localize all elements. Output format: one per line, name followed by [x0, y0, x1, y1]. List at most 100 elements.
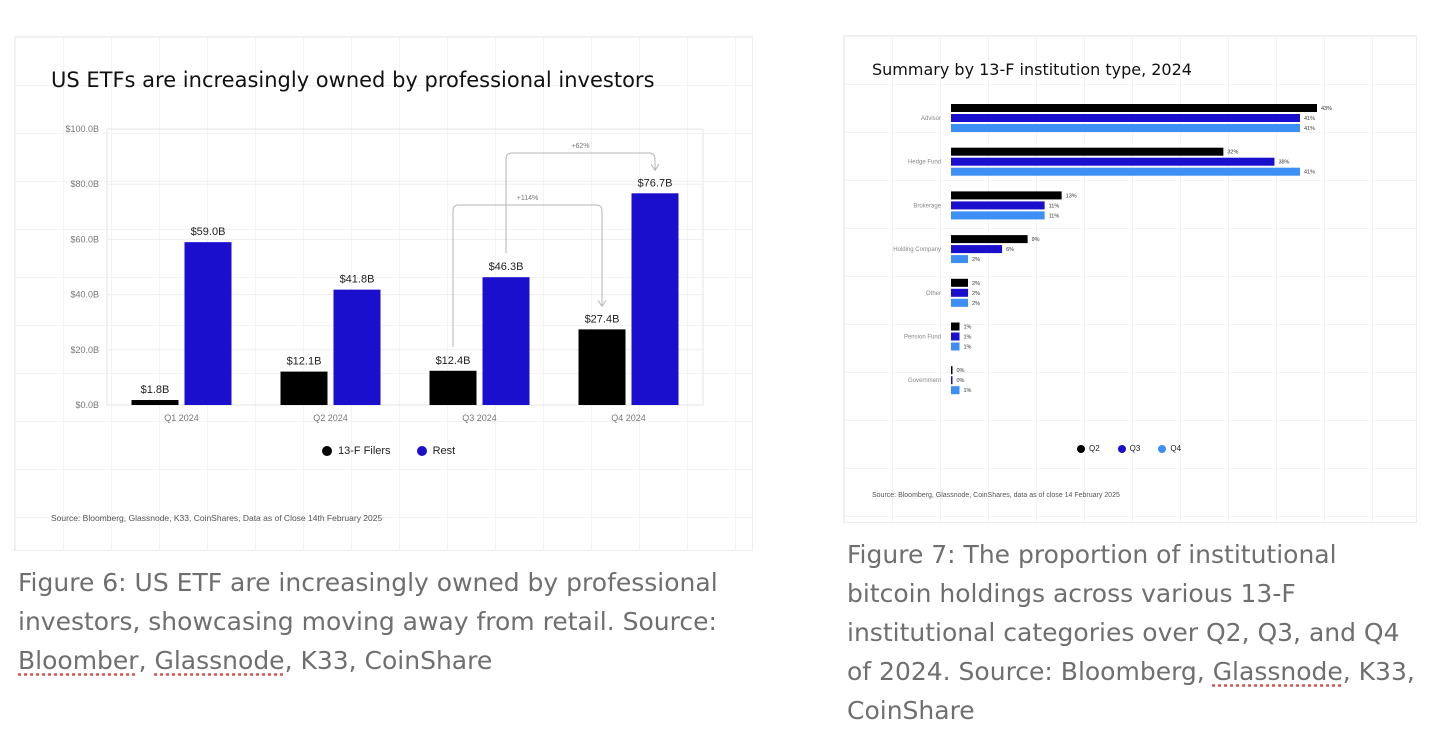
figure6-legend: 13-F Filers Rest: [322, 445, 455, 457]
x-tick-label: Q1 2024: [164, 413, 199, 423]
legend-dot-13f: [322, 446, 332, 456]
hbar-q3-holding-company: [951, 245, 1003, 254]
hbar-q2-brokerage: [951, 191, 1062, 200]
data-label: $59.0B: [191, 226, 226, 238]
figure7-caption-word-glassnode: Glassnode: [1212, 657, 1343, 686]
value-label: 38%: [1278, 160, 1289, 166]
hbar-q2-other: [951, 278, 969, 287]
value-label: 2%: [972, 291, 980, 297]
category-label: Brokerage: [913, 203, 941, 209]
hbar-q2-government: [951, 366, 953, 375]
figure7-source: Source: Bloomberg, Glassnode, CoinShares…: [872, 492, 1120, 499]
y-tick-label: $20.0B: [70, 345, 99, 355]
value-label: 41%: [1304, 126, 1315, 132]
hbar-q3-brokerage: [951, 201, 1045, 210]
annotation-114: +114%: [517, 195, 538, 202]
figure6-source: Source: Bloomberg, Glassnode, K33, CoinS…: [51, 513, 383, 523]
value-label: 41%: [1304, 170, 1315, 176]
hbar-q4-hedge-fund: [951, 167, 1300, 176]
figure6-caption-word-glassnode: Glassnode: [154, 646, 285, 675]
growth-arrowhead-114: [597, 300, 607, 308]
legend-label-13f: 13-F Filers: [338, 445, 391, 457]
value-label: 41%: [1304, 116, 1315, 122]
value-label: 32%: [1227, 150, 1238, 156]
x-tick-label: Q2 2024: [313, 413, 348, 423]
x-tick-label: Q3 2024: [462, 413, 497, 423]
category-label: Holding Company: [893, 247, 941, 253]
figure6-caption-sep: ,: [138, 646, 155, 675]
hbar-q2-holding-company: [951, 235, 1028, 244]
figure6-caption-word-bloomber: Bloomber: [18, 646, 139, 675]
figure7-title: Summary by 13-F institution type, 2024: [872, 60, 1192, 79]
category-label: Pension Fund: [904, 335, 941, 341]
growth-arrow-62: [505, 152, 656, 254]
bar-13-f-filers-q1-2024: [131, 400, 179, 405]
hbar-q3-advisor: [951, 114, 1300, 122]
value-label: 6%: [1006, 247, 1014, 253]
value-label: 43%: [1321, 106, 1332, 112]
plot-frame: [106, 128, 704, 406]
value-label: 2%: [972, 301, 980, 307]
hbar-q3-government: [951, 376, 953, 385]
data-label: $76.7B: [638, 177, 673, 189]
figure6-panel: US ETFs are increasingly owned by profes…: [14, 36, 753, 551]
legend-label-rest: Rest: [432, 445, 456, 457]
legend-dot-q3: [1117, 444, 1126, 453]
hbar-q4-advisor: [951, 124, 1300, 132]
bar-rest-q4-2024: [631, 193, 679, 405]
hbar-q4-pension-fund: [951, 342, 960, 351]
figure6-caption-text: Figure 6: US ETF are increasingly owned …: [18, 568, 718, 636]
data-label: $12.4B: [436, 355, 471, 367]
hbar-q4-brokerage: [951, 211, 1045, 220]
hbar-q3-pension-fund: [951, 332, 960, 341]
legend-dot-q4: [1158, 444, 1167, 453]
value-label: 2%: [972, 281, 980, 287]
value-label: 0%: [957, 368, 965, 374]
y-tick-label: $60.0B: [70, 234, 99, 244]
data-label: $12.1B: [287, 356, 322, 368]
figure7-panel: Summary by 13-F institution type, 2024 A…: [843, 35, 1417, 523]
bar-13-f-filers-q4-2024: [578, 329, 626, 405]
data-label: $1.8B: [141, 384, 170, 396]
value-label: 13%: [1066, 193, 1077, 199]
category-label: Government: [908, 378, 941, 384]
legend-label-q4: Q4: [1170, 444, 1182, 453]
hbar-q4-other: [951, 298, 969, 307]
growth-arrowhead-62: [650, 164, 660, 172]
bar-rest-q2-2024: [333, 289, 381, 405]
hbar-q4-holding-company: [951, 255, 969, 264]
value-label: 11%: [1049, 213, 1060, 219]
hbar-q2-hedge-fund: [951, 147, 1224, 156]
hbar-q2-pension-fund: [951, 322, 960, 331]
value-label: 1%: [964, 388, 972, 394]
y-tick-label: $100.0B: [65, 124, 99, 134]
value-label: 1%: [964, 345, 972, 351]
figure7-caption: Figure 7: The proportion of institutiona…: [847, 535, 1427, 730]
value-label: 0%: [957, 378, 965, 384]
y-tick-label: $0.0B: [75, 400, 99, 410]
figure6-caption-tail: , K33, CoinShare: [284, 646, 493, 675]
data-label: $46.3B: [489, 261, 524, 273]
figure6-bar-chart: $0.0B $20.0B $40.0B $60.0B $80.0B $100.0B $1.8…: [65, 124, 704, 423]
data-label: $41.8B: [340, 274, 375, 286]
value-label: 9%: [1032, 237, 1040, 243]
hbar-q4-government: [951, 386, 960, 395]
legend-dot-q2: [1077, 444, 1085, 453]
bar-rest-q1-2024: [184, 242, 232, 405]
figure7-caption-text: Figure 7: The proportion of institutiona…: [847, 540, 1400, 686]
category-label: Other: [926, 291, 941, 297]
category-label: Hedge Fund: [908, 160, 941, 166]
legend-label-q3: Q3: [1129, 444, 1141, 453]
figure7-caption-tail: , K33, CoinShare: [847, 657, 1415, 725]
value-label: 11%: [1049, 203, 1060, 209]
category-label: Advisor: [921, 116, 941, 122]
y-tick-label: $80.0B: [70, 179, 99, 189]
figure7-hbar-chart: Advisor 43% 41% 41% Hedge Fund 32% 38% 41% Broke…: [893, 104, 1332, 395]
bar-13-f-filers-q2-2024: [280, 371, 328, 405]
growth-arrow-114: [452, 204, 603, 347]
figure6-caption: Figure 6: US ETF are increasingly owned …: [18, 563, 758, 680]
annotation-62: +62%: [571, 143, 589, 150]
x-tick-label: Q4 2024: [611, 413, 646, 423]
legend-label-q2: Q2: [1089, 444, 1100, 453]
figure6-title: US ETFs are increasingly owned by profes…: [51, 68, 655, 92]
